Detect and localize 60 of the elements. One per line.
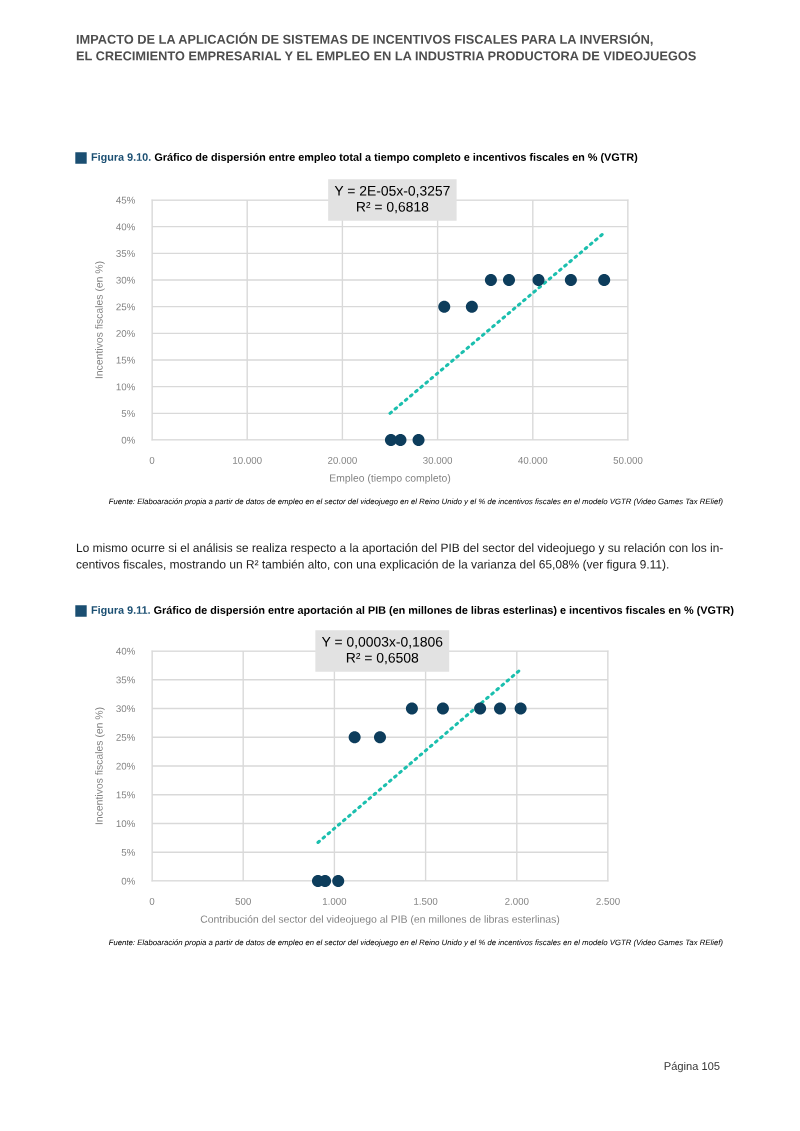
- point: [502, 273, 516, 287]
- y-tick-label: 0%: [121, 877, 135, 885]
- y-tick-label: 45%: [116, 196, 135, 204]
- point: [474, 702, 487, 715]
- point: [412, 433, 425, 447]
- text: Lo mismo ocurre si el análisis se realiza respecto a la aportación del PIB del sector del videojuego y su relación con los in- centivos fiscales, mostrando un R² también alto, con una explicación de la varianza del 65,08% (ver figura 9.11).: [76, 543, 723, 571]
- point: [405, 702, 418, 715]
- x-tick-label: 30.000: [423, 456, 453, 464]
- x-tick-label: 40.000: [518, 456, 548, 464]
- y-tick-label: 20%: [116, 330, 135, 337]
- y-tick-label: 35%: [116, 250, 135, 257]
- y-tick-label: 0%: [121, 436, 135, 444]
- y-tick-label: 15%: [116, 791, 135, 799]
- text: Página 105: [664, 1061, 720, 1073]
- y-tick-label: 10%: [116, 383, 135, 391]
- y-tick-label: 10%: [116, 820, 135, 828]
- y-tick-label: 35%: [116, 676, 135, 684]
- x-tick-label: 0: [149, 456, 155, 464]
- y-tick-label: 25%: [116, 303, 135, 311]
- y-tick-label: 40%: [116, 223, 135, 231]
- x-tick-label: 1.500: [414, 897, 438, 905]
- point: [436, 702, 449, 715]
- point: [532, 273, 545, 287]
- point: [319, 874, 332, 888]
- y-tick-label: 40%: [116, 647, 135, 655]
- y-tick-label: 20%: [116, 762, 135, 770]
- y-axis-title: Incentivos fiscales (en %): [95, 261, 105, 379]
- y-tick-label: 5%: [121, 410, 135, 417]
- point: [394, 433, 407, 447]
- y-axis-title: Incentivos fiscales (en %): [95, 707, 105, 825]
- x-tick-label: 0: [149, 897, 155, 905]
- chart-title: Figura 9.10. Gráfico de dispersión entre empleo total a tiempo completo e incentivos fiscales en % (VGTR): [91, 152, 638, 164]
- y-tick-label: 15%: [116, 356, 135, 364]
- point: [564, 273, 577, 287]
- point: [494, 702, 507, 715]
- y-tick-label: 30%: [116, 705, 135, 713]
- point: [465, 300, 478, 313]
- x-axis-title: Empleo (tiempo completo): [330, 474, 451, 484]
- y-tick-label: 30%: [116, 276, 135, 284]
- x-tick-label: 2.500: [596, 897, 620, 905]
- x-axis-title: Contribución del sector del videojuego al PIB (en millones de libras esterlinas): [200, 915, 560, 925]
- annotation: Y = 2E-05x-0,3257 R² = 0,6818: [334, 185, 450, 214]
- y-tick-label: 25%: [116, 733, 135, 741]
- x-tick-label: 20.000: [328, 456, 357, 464]
- annotation: Y = 0,0003x-0,1806 R² = 0,6508: [321, 636, 443, 665]
- point: [598, 273, 611, 287]
- point: [332, 874, 345, 888]
- point: [373, 731, 387, 744]
- x-tick-label: 1.000: [322, 897, 347, 905]
- point: [514, 702, 527, 715]
- chart-title: Figura 9.11. Gráfico de dispersión entre aportación al PIB (en millones de libras esterlinas) e incentivos fiscales en % (VGTR): [91, 605, 734, 617]
- x-tick-label: 500: [235, 897, 251, 905]
- point: [348, 731, 361, 744]
- point: [438, 300, 451, 313]
- text: IMPACTO DE LA APLICACIÓN DE SISTEMAS DE INCENTIVOS FISCALES PARA LA INVERSIÓN, EL CRECIMIENTO EMPRESARIAL Y EL EMPLEO EN LA INDUSTRIA PRODUCTORA DE VIDEOJUEGOS: [76, 32, 696, 61]
- x-tick-label: 10.000: [233, 456, 262, 464]
- x-tick-label: 50.000: [613, 456, 643, 464]
- x-tick-label: 2.000: [505, 897, 529, 905]
- y-tick-label: 5%: [121, 849, 135, 856]
- point: [484, 273, 497, 287]
